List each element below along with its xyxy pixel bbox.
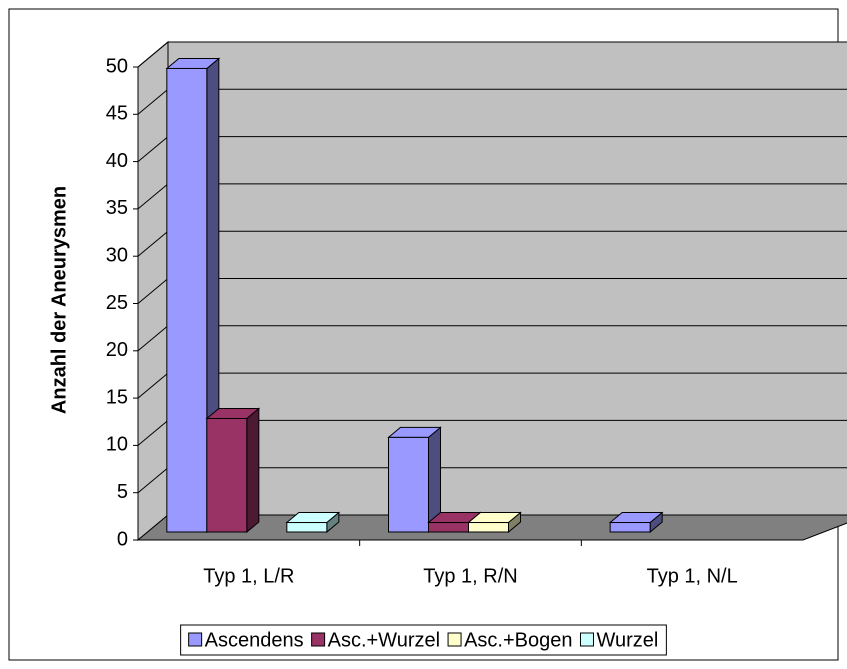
- legend-label: Ascendens: [205, 629, 304, 651]
- y-axis-title: Anzahl der Aneurysmen: [48, 186, 70, 414]
- bar: [206, 417, 248, 533]
- legend-swatch: [579, 632, 594, 647]
- y-tick-label: 0: [117, 528, 128, 550]
- legend: Ascendens Asc.+Wurzel Asc.+Bogen Wurzel: [180, 624, 667, 656]
- y-tick-label: 30: [106, 244, 128, 266]
- legend-swatch: [311, 632, 326, 647]
- grid-line: [137, 230, 169, 257]
- y-tick-label: 35: [106, 197, 128, 219]
- legend-label: Wurzel: [596, 629, 658, 651]
- y-tick-label: 50: [106, 55, 128, 77]
- grid-line: [137, 420, 169, 446]
- bar: [286, 522, 328, 533]
- x-tick-label: Typ 1, R/N: [423, 565, 517, 587]
- grid-line: [137, 325, 169, 352]
- grid-line: [137, 136, 169, 162]
- y-tick-label: 15: [106, 386, 128, 408]
- grid-line: [137, 372, 169, 399]
- grid-line: [137, 88, 169, 115]
- bar: [428, 522, 469, 533]
- legend-swatch: [188, 632, 203, 647]
- grid-line: [137, 278, 169, 304]
- grid-line: [137, 467, 169, 494]
- legend-label: Asc.+Bogen: [464, 629, 572, 651]
- y-tick-label: 25: [106, 292, 128, 314]
- legend-swatch: [447, 632, 462, 647]
- grid-line: [137, 183, 169, 210]
- bar: [609, 522, 651, 533]
- bar-side: [246, 407, 260, 534]
- y-tick-label: 45: [106, 103, 128, 125]
- x-tick-label: Typ 1, L/R: [203, 565, 294, 587]
- bar: [468, 522, 509, 533]
- bar: [166, 67, 208, 533]
- y-tick-label: 10: [106, 434, 128, 456]
- y-tick-label: 20: [106, 339, 128, 361]
- bar: [388, 436, 429, 533]
- x-tick-label: Typ 1, N/L: [647, 565, 738, 587]
- grid-line: [137, 41, 169, 68]
- y-tick-label: 5: [117, 481, 128, 503]
- legend-label: Asc.+Wurzel: [328, 629, 440, 651]
- y-tick-label: 40: [106, 150, 128, 172]
